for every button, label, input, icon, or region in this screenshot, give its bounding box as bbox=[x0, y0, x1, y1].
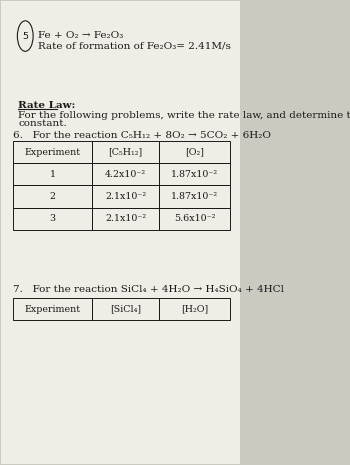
Bar bbox=[92, 163, 159, 186]
Text: 2: 2 bbox=[50, 192, 56, 201]
Text: [SiCl₄]: [SiCl₄] bbox=[110, 305, 141, 314]
Text: 5.6x10⁻²: 5.6x10⁻² bbox=[174, 214, 215, 223]
Text: 6.   For the reaction C₅H₁₂ + 8O₂ → 5CO₂ + 6H₂O: 6. For the reaction C₅H₁₂ + 8O₂ → 5CO₂ +… bbox=[13, 131, 271, 140]
Text: 1.87x10⁻²: 1.87x10⁻² bbox=[171, 192, 218, 201]
Bar bbox=[92, 141, 159, 163]
Text: [C₅H₁₂]: [C₅H₁₂] bbox=[108, 147, 142, 157]
Bar bbox=[92, 186, 159, 207]
Text: Experiment: Experiment bbox=[25, 305, 81, 314]
Bar bbox=[92, 298, 159, 320]
Bar bbox=[159, 186, 230, 207]
Text: Experiment: Experiment bbox=[25, 147, 81, 157]
Text: Rate Law:: Rate Law: bbox=[18, 101, 76, 110]
Text: 2.1x10⁻²: 2.1x10⁻² bbox=[105, 192, 146, 201]
Text: [H₂O]: [H₂O] bbox=[181, 305, 208, 314]
Text: 1: 1 bbox=[50, 170, 56, 179]
Bar bbox=[13, 186, 92, 207]
Text: 1.87x10⁻²: 1.87x10⁻² bbox=[171, 170, 218, 179]
FancyBboxPatch shape bbox=[1, 1, 240, 464]
Bar bbox=[159, 163, 230, 186]
Text: For the following problems, write the rate law, and determine the va: For the following problems, write the ra… bbox=[18, 111, 350, 120]
Text: 2.1x10⁻²: 2.1x10⁻² bbox=[105, 214, 146, 223]
Text: 7.   For the reaction SiCl₄ + 4H₂O → H₄SiO₄ + 4HCl: 7. For the reaction SiCl₄ + 4H₂O → H₄SiO… bbox=[13, 286, 284, 294]
Text: Rate of formation of Fe₂O₃= 2.41M/s: Rate of formation of Fe₂O₃= 2.41M/s bbox=[38, 42, 231, 51]
Text: 4.2x10⁻²: 4.2x10⁻² bbox=[105, 170, 146, 179]
Text: 3: 3 bbox=[50, 214, 56, 223]
Bar bbox=[13, 163, 92, 186]
Bar bbox=[13, 141, 92, 163]
Bar bbox=[159, 141, 230, 163]
Text: 5: 5 bbox=[22, 32, 28, 40]
Bar bbox=[13, 207, 92, 230]
Bar bbox=[159, 298, 230, 320]
Text: [O₂]: [O₂] bbox=[185, 147, 204, 157]
Text: constant.: constant. bbox=[18, 120, 67, 128]
Bar bbox=[159, 207, 230, 230]
Text: Fe + O₂ → Fe₂O₃: Fe + O₂ → Fe₂O₃ bbox=[38, 31, 124, 40]
Bar bbox=[92, 207, 159, 230]
Bar bbox=[13, 298, 92, 320]
